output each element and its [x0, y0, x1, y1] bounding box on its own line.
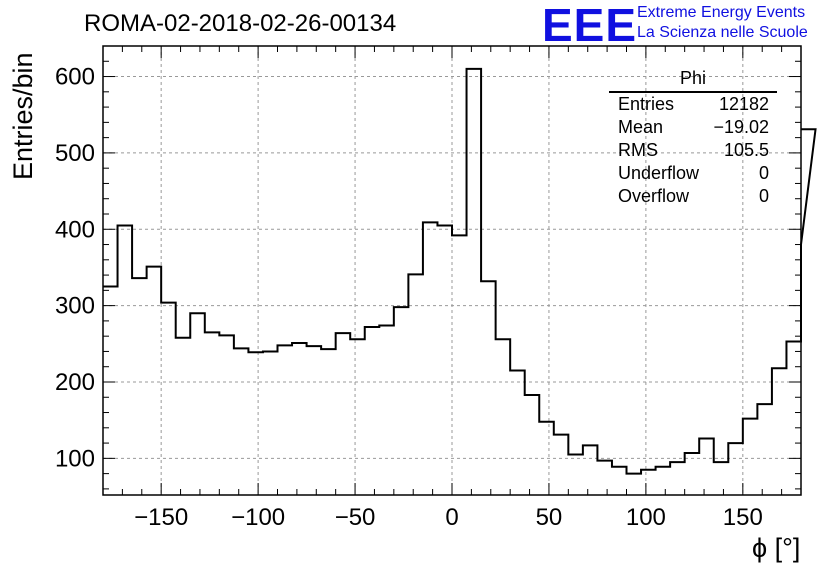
x-tick-label: 50: [536, 504, 563, 531]
y-tick-label: 500: [55, 140, 95, 167]
logo-line-2: La Scienza nelle Scuole: [637, 24, 808, 41]
page-title: ROMA-02-2018-02-26-00134: [84, 10, 397, 37]
stats-label: Mean: [618, 117, 664, 137]
y-tick-label: 300: [55, 293, 95, 320]
y-tick-label: 400: [55, 216, 95, 243]
x-tick-label: 150: [723, 504, 763, 531]
stats-row: Underflow 0: [609, 162, 777, 185]
stats-row: Entries 12182: [609, 93, 777, 116]
x-axis-label: ϕ [°]: [752, 533, 801, 563]
stats-label: Entries: [618, 94, 675, 114]
y-axis-label: Entries/bin: [8, 52, 38, 180]
y-tick-label: 600: [55, 64, 95, 91]
stats-label: Underflow: [618, 163, 700, 183]
stats-value: 0: [758, 163, 769, 183]
stats-label: RMS: [618, 140, 658, 160]
eee-logo: EEE: [542, 0, 638, 51]
stats-value: 105.5: [723, 140, 769, 160]
x-tick-label: −50: [335, 504, 376, 531]
y-tick-label: 200: [55, 369, 95, 396]
stats-row: Mean −19.02: [609, 116, 777, 139]
stats-label: Overflow: [618, 186, 690, 206]
logo-line-1: Extreme Energy Events: [637, 4, 806, 21]
x-tick-label: −100: [231, 504, 285, 531]
stats-value: −19.02: [713, 117, 769, 137]
histogram-line: [103, 67, 817, 475]
stats-title: Phi: [609, 68, 777, 93]
stats-value: 0: [758, 186, 769, 206]
stats-box: Phi Entries 12182 Mean −19.02 RMS 105.5 …: [609, 68, 777, 208]
x-tick-label: 100: [626, 504, 666, 531]
stats-value: 12182: [718, 94, 769, 114]
stats-row: Overflow 0: [609, 185, 777, 208]
x-tick-label: 0: [445, 504, 458, 531]
stats-row: RMS 105.5: [609, 139, 777, 162]
x-tick-label: −150: [134, 504, 188, 531]
y-tick-label: 100: [55, 445, 95, 472]
